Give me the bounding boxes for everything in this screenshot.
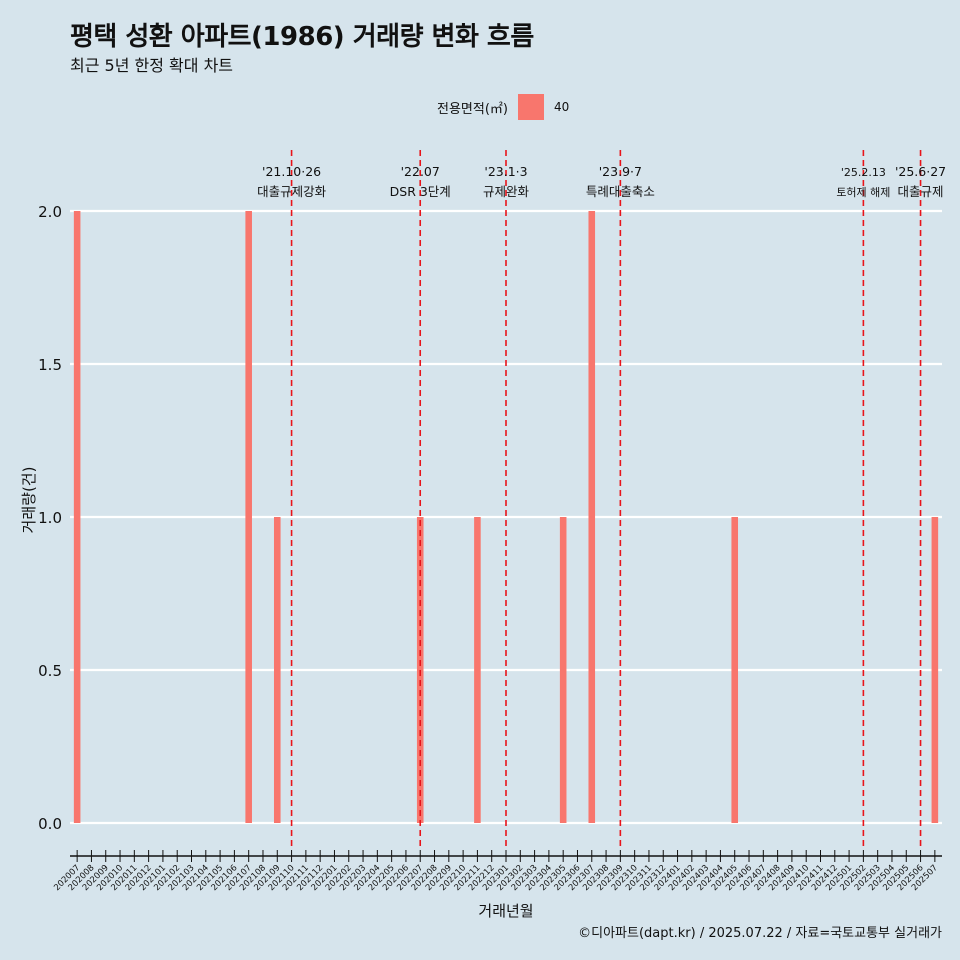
y-tick-label: 0.5 — [38, 662, 62, 680]
event-date: '23.1·3 — [484, 164, 527, 179]
event-date: '22.07 — [401, 164, 440, 179]
bar — [474, 517, 481, 823]
event-label: 대출규제 — [898, 184, 944, 199]
y-tick-label: 0.0 — [38, 815, 62, 833]
bar — [245, 211, 252, 823]
legend-key — [517, 94, 544, 120]
event-label: 특례대출축소 — [586, 184, 655, 199]
bar — [588, 211, 596, 823]
y-tick-label: 1.0 — [38, 509, 62, 527]
bar — [731, 517, 739, 823]
y-tick-label: 2.0 — [38, 203, 62, 221]
bar — [559, 517, 567, 823]
bar — [73, 211, 81, 823]
event-label: DSR 3단계 — [390, 184, 451, 199]
event-date: '25.6·27 — [895, 164, 946, 179]
y-tick-label: 1.5 — [38, 356, 62, 374]
event-label: 토허제 해제 — [836, 185, 890, 199]
caption: ©디아파트(dapt.kr) / 2025.07.22 / 자료=국토교통부 실… — [578, 926, 942, 941]
legend: 전용면적(㎡) 40 — [437, 93, 569, 121]
bar — [931, 517, 939, 823]
legend-title: 전용면적(㎡) — [437, 101, 508, 117]
chart-title: 평택 성환 아파트(1986) 거래량 변화 흐름 — [70, 22, 534, 52]
event-date: '23.9·7 — [599, 164, 642, 179]
x-axis-title: 거래년월 — [478, 902, 533, 920]
bar — [273, 517, 281, 823]
event-date: '21.10·26 — [262, 164, 321, 179]
event-label: 규제완화 — [483, 184, 530, 199]
legend-label: 40 — [553, 100, 570, 114]
chart-subtitle: 최근 5년 한정 확대 차트 — [70, 56, 234, 75]
y-axis-title: 거래량(건) — [20, 467, 38, 534]
event-label: 대출규제강화 — [257, 184, 327, 199]
event-date: '25.2.13 — [841, 166, 886, 179]
